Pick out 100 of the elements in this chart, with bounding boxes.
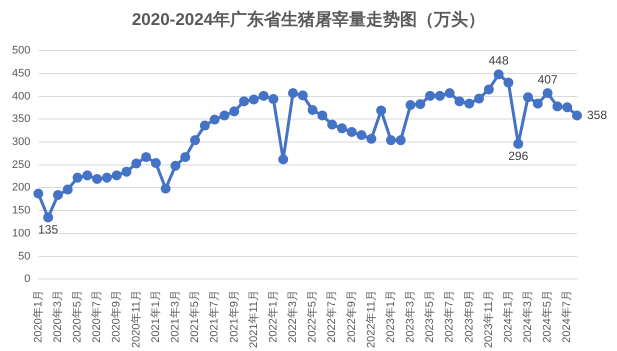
point <box>52 190 63 200</box>
x-tick-label: 2024年7月 <box>561 290 574 343</box>
point <box>532 98 543 109</box>
x-tick-label: 2022年1月 <box>267 290 280 343</box>
point <box>415 99 426 110</box>
point <box>150 158 161 168</box>
point <box>484 84 494 94</box>
point <box>82 170 92 180</box>
point <box>406 100 416 110</box>
y-tick-label: 0 <box>24 273 30 286</box>
x-tick-label: 2021年11月 <box>248 290 260 348</box>
data-label: 296 <box>508 149 529 164</box>
point <box>248 94 259 104</box>
point <box>356 130 367 140</box>
y-tick-label: 350 <box>12 113 30 126</box>
x-tick-label: 2024年3月 <box>522 290 534 343</box>
point <box>425 90 436 101</box>
point <box>513 138 524 149</box>
x-tick-label: 2020年1月 <box>32 290 44 343</box>
point <box>317 110 328 120</box>
x-tick-label: 2023年9月 <box>463 290 476 343</box>
point <box>278 154 288 164</box>
point <box>454 96 464 106</box>
y-tick-label: 400 <box>12 90 30 102</box>
point <box>268 94 278 104</box>
x-tick-label: 2021年7月 <box>208 290 221 343</box>
point <box>258 90 269 101</box>
chart-title: 2020-2024年广东省生猪屠宰量走势图（万头） <box>130 9 486 31</box>
point <box>494 69 504 80</box>
x-tick-label: 2022年11月 <box>365 290 378 348</box>
point <box>43 212 54 222</box>
x-tick-label: 2021年9月 <box>228 290 240 343</box>
point <box>542 88 553 98</box>
x-tick-label: 2020年7月 <box>91 290 104 343</box>
point <box>298 90 308 100</box>
point <box>210 114 220 125</box>
point <box>346 126 357 137</box>
point <box>464 98 474 109</box>
x-tick-label: 2022年5月 <box>306 290 319 343</box>
x-tick-label: 2021年3月 <box>169 290 182 343</box>
x-tick-label: 2023年11月 <box>482 290 495 348</box>
point <box>562 102 572 112</box>
point <box>396 135 406 146</box>
x-tick-label: 2022年7月 <box>326 290 338 343</box>
x-tick-label: 2023年7月 <box>444 290 456 343</box>
y-tick-label: 250 <box>12 158 30 171</box>
point <box>200 120 210 131</box>
x-tick-label: 2020年3月 <box>52 290 64 343</box>
point <box>219 110 230 120</box>
x-tick-label: 2023年3月 <box>404 290 417 343</box>
point <box>503 78 514 88</box>
x-tick-label: 2022年9月 <box>346 290 358 343</box>
y-tick-label: 500 <box>12 44 30 57</box>
point <box>444 88 455 98</box>
point <box>366 134 376 144</box>
x-tick-label: 2022年3月 <box>287 290 300 343</box>
x-tick-label: 2020年9月 <box>110 290 123 343</box>
y-tick-label: 300 <box>12 136 30 148</box>
point <box>102 172 112 183</box>
x-tick-label: 2023年1月 <box>384 290 397 343</box>
point <box>523 92 534 102</box>
x-tick-label: 2021年5月 <box>189 290 202 343</box>
point <box>229 106 240 116</box>
y-tick-label: 150 <box>12 204 30 217</box>
point <box>552 101 562 112</box>
data-label: 135 <box>38 222 58 237</box>
point <box>121 166 132 177</box>
x-tick-label: 2021年1月 <box>150 290 162 343</box>
point <box>190 135 200 146</box>
point <box>170 160 180 171</box>
data-label: 448 <box>488 54 509 68</box>
x-tick-label: 2024年5月 <box>542 290 554 343</box>
point <box>474 94 484 104</box>
point <box>141 152 152 162</box>
data-label: 407 <box>538 72 558 86</box>
y-tick-label: 200 <box>12 182 30 194</box>
x-tick-label: 2024年1月 <box>502 290 514 343</box>
point <box>180 152 190 162</box>
point <box>327 120 338 130</box>
point <box>572 110 582 120</box>
x-tick-label: 2020年11月 <box>130 290 142 348</box>
point <box>434 90 445 101</box>
y-tick-label: 100 <box>12 227 30 240</box>
point <box>131 158 142 168</box>
point <box>308 105 318 116</box>
point <box>288 88 298 98</box>
point <box>72 172 83 183</box>
point <box>336 123 347 134</box>
point <box>112 170 122 180</box>
data-label: 358 <box>587 108 608 122</box>
y-tick-label: 50 <box>18 250 30 262</box>
point <box>160 184 171 194</box>
point <box>239 96 250 106</box>
y-tick-label: 450 <box>12 67 30 80</box>
point <box>33 188 44 199</box>
point <box>92 174 102 184</box>
point <box>62 184 73 195</box>
x-tick-label: 2023年5月 <box>424 290 436 343</box>
point <box>386 135 396 146</box>
x-tick-label: 2020年5月 <box>72 290 84 343</box>
